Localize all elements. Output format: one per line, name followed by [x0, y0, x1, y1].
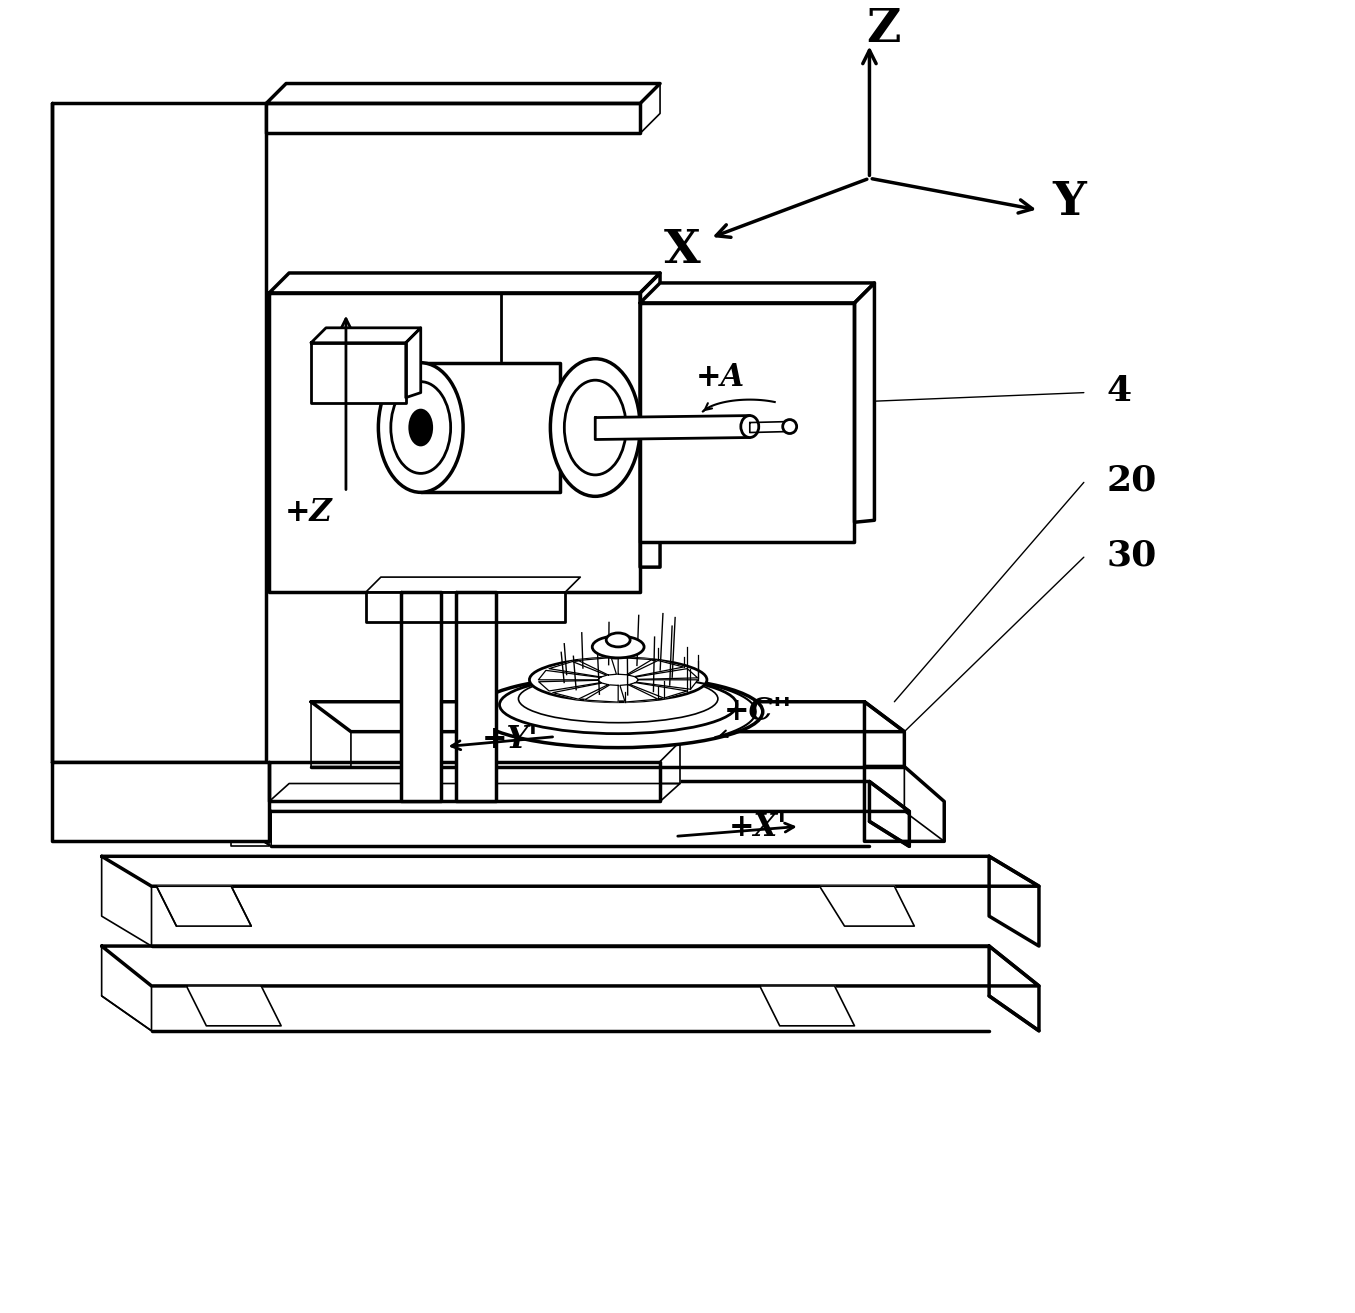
Polygon shape: [266, 84, 660, 104]
Polygon shape: [549, 662, 607, 678]
Polygon shape: [312, 701, 904, 731]
Polygon shape: [401, 592, 440, 801]
Polygon shape: [538, 671, 600, 680]
Circle shape: [783, 420, 797, 433]
Polygon shape: [619, 684, 659, 702]
Polygon shape: [553, 683, 608, 699]
Ellipse shape: [519, 675, 718, 722]
Polygon shape: [232, 781, 271, 847]
Ellipse shape: [592, 635, 644, 658]
Polygon shape: [270, 273, 660, 293]
Text: +A: +A: [695, 362, 744, 393]
Ellipse shape: [606, 633, 630, 647]
Text: +Y': +Y': [482, 725, 539, 755]
Polygon shape: [864, 767, 944, 842]
Text: 30: 30: [1107, 538, 1157, 572]
Polygon shape: [187, 986, 280, 1025]
Polygon shape: [366, 592, 565, 622]
Polygon shape: [102, 856, 152, 947]
Text: 20: 20: [1107, 463, 1157, 498]
Polygon shape: [232, 781, 909, 811]
Polygon shape: [51, 762, 270, 842]
Ellipse shape: [378, 362, 463, 492]
Ellipse shape: [500, 676, 737, 734]
Polygon shape: [820, 886, 915, 926]
Ellipse shape: [741, 416, 759, 437]
Polygon shape: [584, 685, 618, 702]
Polygon shape: [640, 303, 855, 542]
Text: Z: Z: [866, 5, 901, 51]
Polygon shape: [635, 668, 698, 679]
Polygon shape: [156, 886, 251, 926]
Polygon shape: [232, 781, 270, 847]
Polygon shape: [749, 421, 790, 432]
Polygon shape: [640, 282, 874, 303]
Polygon shape: [989, 947, 1039, 1031]
Polygon shape: [421, 362, 561, 492]
Polygon shape: [366, 578, 580, 592]
Polygon shape: [870, 781, 909, 847]
Polygon shape: [102, 947, 1039, 986]
Text: +X': +X': [729, 811, 787, 843]
Polygon shape: [270, 762, 660, 801]
Polygon shape: [864, 701, 904, 767]
Polygon shape: [989, 856, 1039, 947]
Text: +C'': +C'': [724, 696, 793, 727]
Text: +Z: +Z: [285, 496, 333, 528]
Ellipse shape: [550, 358, 640, 496]
Polygon shape: [579, 658, 617, 675]
Polygon shape: [312, 328, 421, 343]
Polygon shape: [539, 680, 600, 691]
Polygon shape: [270, 293, 640, 592]
Polygon shape: [855, 282, 874, 523]
Ellipse shape: [564, 381, 626, 475]
Ellipse shape: [474, 676, 763, 747]
Polygon shape: [640, 84, 660, 134]
Polygon shape: [270, 784, 680, 801]
Polygon shape: [904, 767, 944, 842]
Polygon shape: [102, 947, 152, 1031]
Ellipse shape: [390, 382, 451, 474]
Ellipse shape: [409, 410, 432, 445]
Polygon shape: [640, 273, 660, 567]
Polygon shape: [595, 416, 749, 440]
Polygon shape: [266, 104, 640, 134]
Polygon shape: [660, 742, 680, 784]
Polygon shape: [618, 658, 652, 675]
Polygon shape: [760, 986, 855, 1025]
Polygon shape: [405, 328, 421, 398]
Text: X: X: [664, 227, 701, 273]
Polygon shape: [51, 104, 266, 762]
Text: 4: 4: [1107, 374, 1131, 407]
Polygon shape: [312, 701, 351, 767]
Polygon shape: [455, 592, 496, 801]
Polygon shape: [312, 343, 405, 403]
Ellipse shape: [530, 658, 707, 701]
Text: Y: Y: [1051, 179, 1085, 226]
Polygon shape: [630, 683, 687, 699]
Polygon shape: [629, 660, 683, 676]
Polygon shape: [102, 856, 1039, 886]
Polygon shape: [637, 680, 698, 689]
